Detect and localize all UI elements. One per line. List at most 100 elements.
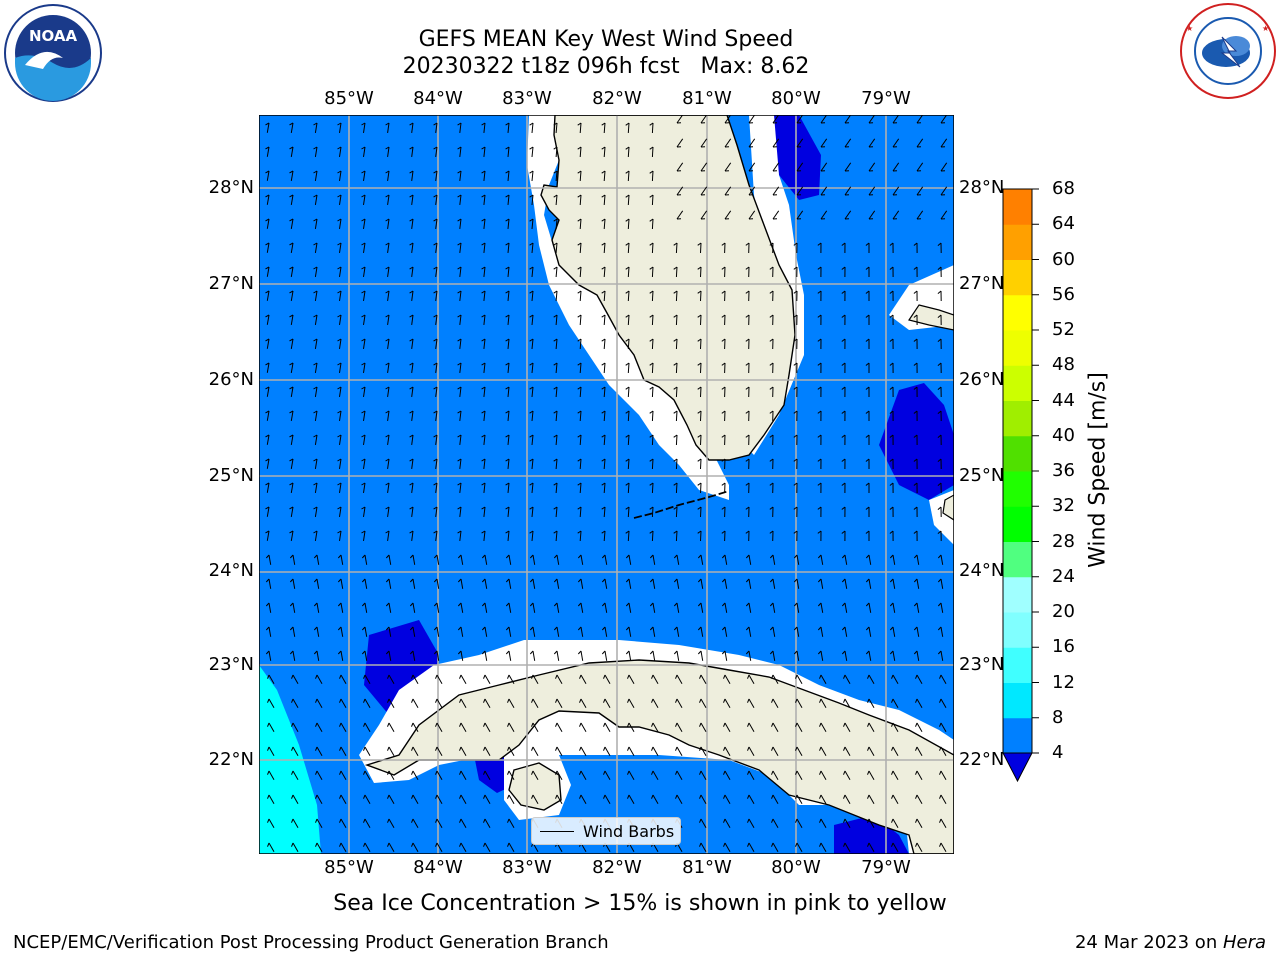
wind-barb [436, 626, 440, 637]
wind-barb-flag [769, 482, 774, 486]
wind-barb [748, 162, 756, 172]
wind-barb-flag [337, 626, 342, 631]
lon-label-top: 83°W [502, 88, 552, 109]
wind-barb-flag [601, 242, 606, 246]
wind-barb [314, 194, 318, 205]
wind-barb-flag [553, 362, 558, 366]
wind-barb-flag [841, 410, 846, 414]
wind-barb-flag [793, 482, 798, 486]
wind-barb [555, 266, 558, 278]
wind-barb-flag [553, 602, 558, 607]
wind-barb [820, 626, 824, 637]
wind-barb [652, 794, 659, 804]
wind-barb-flag [603, 674, 606, 679]
wind-barb [940, 746, 947, 756]
wind-barb-flag [339, 698, 342, 703]
wind-barb [700, 386, 702, 398]
wind-barb-flag [697, 410, 702, 414]
wind-barb-flag [361, 434, 366, 438]
wind-barb [290, 362, 294, 373]
wind-barb [868, 162, 876, 172]
wind-barb [340, 626, 344, 637]
wind-barb [796, 115, 804, 124]
wind-barb [916, 770, 923, 780]
wind-barb [676, 554, 680, 565]
wind-barb [916, 722, 923, 732]
wind-barb-flag [313, 146, 318, 150]
wind-barb [388, 578, 392, 589]
wind-barb-flag [649, 626, 654, 631]
wind-barb [290, 170, 294, 181]
wind-barb [339, 314, 342, 325]
wind-barb-flag [555, 722, 558, 727]
wind-barb [290, 266, 294, 277]
wind-barb [388, 626, 392, 637]
wind-barb [531, 338, 534, 350]
wind-barb [460, 674, 467, 684]
wind-barb-flag [697, 602, 702, 607]
wind-barb [796, 842, 803, 852]
wind-barb-flag [769, 242, 774, 246]
wind-barb [387, 170, 390, 181]
wind-barb-flag [817, 578, 822, 583]
wind-barb-flag [769, 314, 774, 318]
wind-barb-flag [817, 434, 822, 438]
wind-barb [844, 818, 851, 828]
wind-barb-flag [337, 338, 342, 342]
wind-barb [700, 338, 702, 350]
wind-barb [700, 578, 704, 589]
wind-barb [411, 266, 414, 277]
wind-barb [556, 554, 560, 565]
wind-barb [483, 218, 486, 229]
wind-barb [266, 506, 270, 517]
wind-barb-flag [529, 290, 534, 294]
wind-barb-flag [721, 530, 726, 534]
wind-barb [412, 794, 419, 804]
wind-barb [314, 266, 318, 277]
wind-barb [628, 674, 635, 684]
wind-barb-flag [745, 410, 750, 414]
wind-barb [579, 482, 582, 494]
wind-barb-flag [769, 386, 774, 390]
wind-barb [868, 650, 872, 661]
lon-label-bottom: 85°W [324, 857, 374, 878]
wind-barb [916, 674, 923, 684]
wind-barb-flag [505, 122, 510, 126]
wind-barb-flag [457, 218, 462, 222]
wind-barb-flag [433, 290, 438, 294]
wind-barb [748, 115, 756, 124]
wind-barb [484, 626, 488, 637]
wind-barb [316, 650, 320, 661]
wind-barb-flag [795, 746, 798, 751]
wind-barb [700, 602, 704, 613]
wind-barb-flag [697, 266, 702, 270]
wind-barb [484, 842, 491, 852]
wind-barb-flag [675, 698, 678, 703]
chart-subtitle: 20230322 t18z 096h fcst Max: 8.62 [402, 54, 810, 79]
wind-barb-flag [505, 458, 510, 462]
wind-barb-flag [289, 362, 294, 366]
wind-barb [700, 210, 708, 220]
wind-barb-flag [529, 194, 534, 198]
wind-barb-flag [361, 626, 366, 631]
wind-barb [290, 122, 294, 133]
wind-barb-flag [337, 122, 342, 126]
wind-barb [314, 122, 318, 133]
wind-barb-flag [603, 698, 606, 703]
wind-barb [627, 530, 630, 542]
wind-barb [868, 698, 875, 708]
wind-barb-flag [553, 482, 558, 486]
wind-barb [532, 698, 539, 708]
wind-barb [844, 115, 852, 124]
wind-barb-flag [313, 362, 318, 366]
wind-barb [940, 554, 944, 565]
colorbar-tick-label: 28 [1052, 530, 1075, 552]
wind-barb-flag [865, 650, 870, 655]
wind-barb [364, 650, 368, 661]
land-keys [633, 490, 730, 519]
wind-barb [412, 602, 416, 613]
wind-barb-flag [529, 146, 534, 150]
wind-barb [316, 626, 320, 637]
wind-barb-flag [601, 410, 606, 414]
wind-barb-flag [601, 506, 606, 510]
